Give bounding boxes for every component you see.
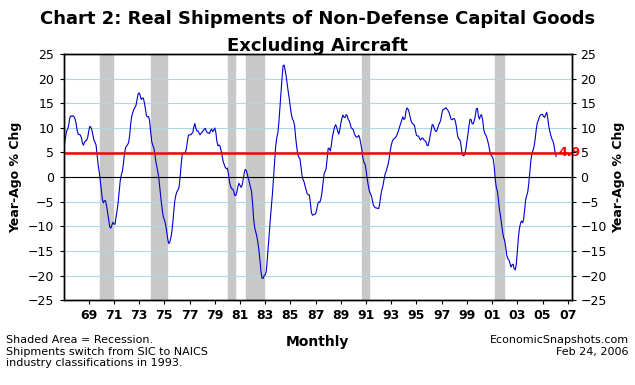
Text: 4.9: 4.9 [559,146,581,159]
Bar [246,54,264,300]
Text: Excluding Aircraft: Excluding Aircraft [227,37,408,55]
Bar [495,54,504,300]
Text: EconomicSnapshots.com
Feb 24, 2006: EconomicSnapshots.com Feb 24, 2006 [490,335,629,357]
Text: Chart 2: Real Shipments of Non-Defense Capital Goods: Chart 2: Real Shipments of Non-Defense C… [40,10,595,28]
Bar [100,54,113,300]
Bar [362,54,369,300]
Text: Shaded Area = Recession.
Shipments switch from SIC to NAICS
industry classificat: Shaded Area = Recession. Shipments switc… [6,335,208,368]
Bar [150,54,168,300]
Bar [229,54,235,300]
Y-axis label: Year-Ago % Chg: Year-Ago % Chg [10,122,22,233]
Text: Monthly: Monthly [286,335,349,349]
Y-axis label: Year-Ago % Chg: Year-Ago % Chg [613,122,625,233]
